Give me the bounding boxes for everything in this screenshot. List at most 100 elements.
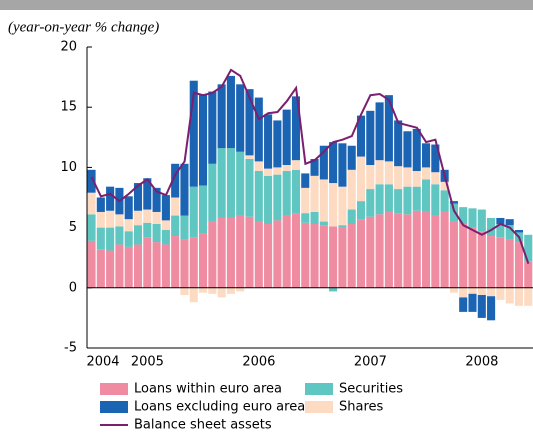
bar-segment [477,295,486,318]
bar-segment [505,287,514,304]
bar-segment [208,221,217,288]
bar-segment [133,225,143,245]
bar-segment [96,211,105,228]
bar-segment [431,215,440,288]
bar-segment [161,220,170,231]
bar-segment [180,287,189,296]
bar-segment [375,214,384,288]
bar-segment [440,211,449,288]
legend-label: Loans excluding euro area [134,400,305,415]
bar-segment [152,223,161,243]
bar-segment [133,210,143,226]
bar-segment [282,109,291,165]
bar-segment [412,186,421,211]
legend-label: Loans within euro area [134,382,282,397]
bar-segment [403,214,412,288]
bar-segment [375,160,384,185]
bar-segment [226,148,235,218]
bar-segment [403,186,412,215]
x-tick-label: 2004 [86,355,119,370]
bar-segment [459,207,468,224]
legend-label: Shares [339,400,384,415]
bar-segment [87,214,96,241]
bar-segment [310,175,319,212]
bar-segment [133,244,143,288]
bar-segment [487,287,496,297]
bar-segment [468,208,477,228]
bar-segment [403,167,412,187]
bar-segment [199,95,208,186]
bar-segment [152,187,161,212]
bar-segment [245,216,254,288]
bar-segment [189,237,198,288]
y-tick-label: -5 [64,341,77,356]
bar-segment [133,183,143,211]
bar-segment [487,217,496,237]
bar-segment [338,225,347,228]
bar-segment [459,297,468,312]
bar-segment [505,239,514,288]
bar-segment [124,231,133,247]
y-tick-label: 0 [69,280,77,295]
bar-segment [264,223,273,288]
bar-segment [459,223,468,288]
bar-segment [329,183,338,227]
bar-segment [338,227,347,288]
legend-swatch [100,401,128,413]
bar-segment [477,287,486,296]
y-tick-label: 5 [69,220,77,235]
bar-segment [356,219,366,288]
bar-segment [319,179,328,222]
bar-segment [459,287,468,298]
bar-segment [217,287,226,298]
bar-segment [412,210,421,288]
bar-segment [514,230,524,233]
bar-segment [440,181,449,191]
bar-segment [291,169,301,214]
bar-segment [301,187,310,214]
bar-segment [329,287,338,292]
legend: Loans within euro area Securities Loans ex… [100,382,403,433]
bar-segment [208,287,217,294]
bar-segment [524,234,533,262]
bar-segment [143,178,152,210]
legend-swatch [305,401,333,413]
bar-segment [477,231,486,288]
bar-segment [236,84,245,152]
bar-segment [496,237,505,288]
bar-segment [487,296,496,321]
bar-segment [366,216,375,288]
bar-segment [366,164,375,190]
bar-segment [310,158,319,176]
bar-segment [338,143,347,187]
bar-segment [422,167,431,180]
bar-segment [143,209,152,223]
bar-segment [329,142,338,184]
bar-segment [245,155,254,159]
bar-segment [106,186,115,211]
bar-segment [87,169,96,193]
bar-segment [487,236,496,288]
bar-segment [449,221,458,288]
bar-segment [291,96,301,161]
bar-segment [468,227,477,288]
bar-segment [514,287,524,306]
bar-segment [106,210,115,228]
bar-segment [431,184,440,216]
bar-segment [254,221,263,288]
bar-segment [301,213,310,223]
bar-segment [189,80,198,187]
bar-segment [524,287,533,306]
bar-segment [422,143,431,168]
bar-segment [347,223,356,288]
bar-segment [171,197,180,216]
bar-segment [143,237,152,288]
bar-segment [310,211,319,224]
bar-segment [505,219,514,226]
bar-segment [319,221,328,226]
y-tick-label: 10 [60,160,77,175]
bar-segment [199,233,208,288]
bar-segment [199,185,208,234]
bar-segment [394,166,403,190]
bar-segment [161,195,170,221]
